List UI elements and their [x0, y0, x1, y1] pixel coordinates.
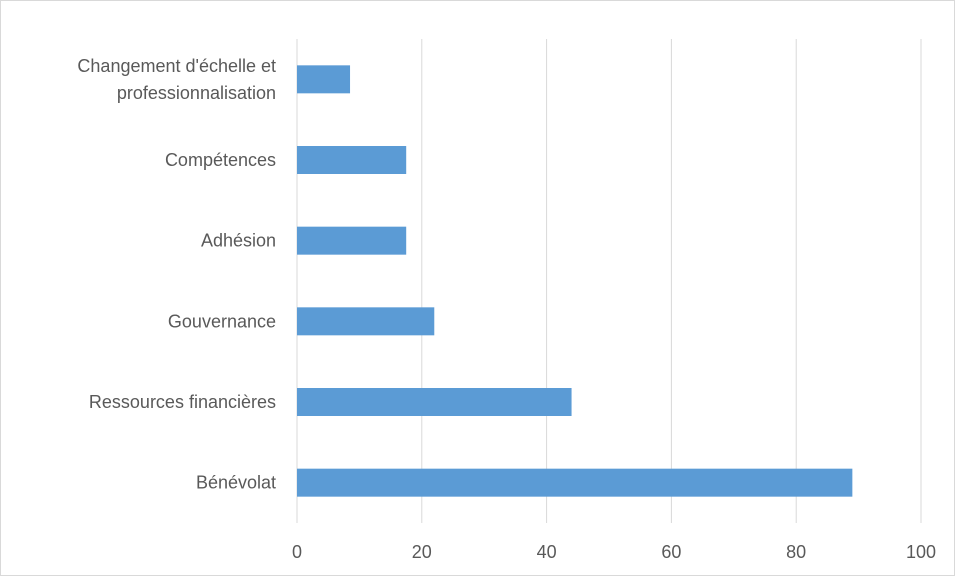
category-label: Adhésion	[201, 231, 276, 251]
category-label-line: professionnalisation	[117, 83, 276, 103]
category-label: Bénévolat	[196, 473, 276, 493]
bar	[297, 468, 853, 497]
x-tick-labels: 0 20 40 60 80 100	[292, 542, 936, 562]
x-tick-label: 20	[412, 542, 432, 562]
x-tick-label: 40	[537, 542, 557, 562]
bar	[297, 226, 407, 255]
x-tick-label: 80	[786, 542, 806, 562]
bar	[297, 388, 572, 416]
category-label-line: Adhésion	[201, 231, 276, 251]
category-label: Compétences	[165, 150, 276, 170]
bar	[297, 307, 435, 336]
bars	[297, 65, 853, 497]
category-label: Changement d'échelle et professionnalisat…	[77, 56, 276, 103]
category-label-line: Compétences	[165, 150, 276, 170]
x-tick-label: 100	[906, 542, 936, 562]
bar	[297, 65, 351, 94]
category-label-line: Bénévolat	[196, 473, 276, 493]
category-label-line: Changement d'échelle et	[77, 56, 276, 76]
category-label: Gouvernance	[168, 311, 276, 331]
x-tick-label: 60	[661, 542, 681, 562]
bar	[297, 146, 407, 174]
gridlines	[296, 39, 922, 523]
x-tick-label: 0	[292, 542, 302, 562]
category-label-line: Ressources financières	[89, 392, 276, 412]
category-labels: Changement d'échelle et professionnalisat…	[77, 56, 276, 493]
category-label: Ressources financières	[89, 392, 276, 412]
category-label-line: Gouvernance	[168, 311, 276, 331]
